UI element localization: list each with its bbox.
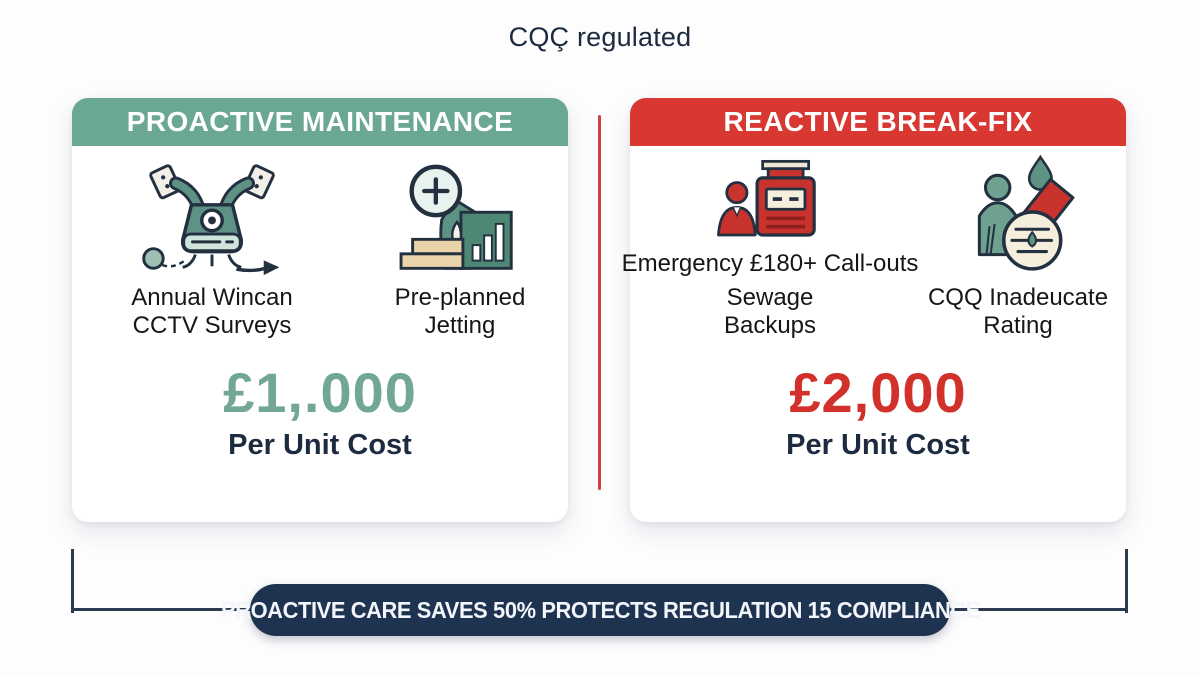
vertical-divider (598, 115, 601, 490)
jetting-plan-icon (397, 150, 523, 278)
inadequate-rating-label: CQQ Inadeucate Rating (927, 284, 1109, 340)
bracket-left-vertical (71, 549, 74, 613)
inadequate-rating-icon (957, 150, 1079, 278)
page-title: CQÇ regulated (508, 22, 692, 52)
reactive-card-header: REACTIVE BREAK-FIX (630, 98, 1126, 146)
savings-banner-text: PROACTIVE CARE SAVES 50% PROTECTS REGULA… (220, 596, 980, 623)
emergency-callout-icon (717, 159, 816, 237)
proactive-card-header: PROACTIVE MAINTENANCE (72, 98, 568, 146)
cctv-surveys-label: Annual Wincan CCTV Surveys (131, 284, 293, 340)
proactive-card-body: Annual Wincan CCTV Surveys (72, 146, 568, 462)
emergency-callouts-label: Emergency £180+ Call-outs (621, 250, 919, 277)
proactive-price: £1,.000 (223, 360, 417, 424)
jetting-label: Pre-planned Jetting (394, 284, 526, 340)
proactive-maintenance-card: PROACTIVE MAINTENANCE (72, 98, 568, 522)
reactive-price-caption: Per Unit Cost (786, 428, 970, 461)
proactive-item-jetting: Pre-planned Jetting (352, 150, 568, 341)
reactive-breakfix-card: REACTIVE BREAK-FIX (622, 98, 1126, 522)
bracket-left-horizontal (71, 608, 253, 611)
bracket-right-horizontal (946, 608, 1128, 611)
reactive-item-rating: CQQ Inadeucate Rating (910, 150, 1126, 341)
reactive-item-emergency: Emergency £180+ Call-outs Sewage Backups (622, 150, 918, 341)
bracket-right-vertical (1125, 549, 1128, 613)
proactive-price-caption: Per Unit Cost (228, 428, 412, 461)
sewage-backups-label: Sewage Backups (723, 284, 817, 340)
reactive-price: £2,000 (789, 360, 967, 424)
proactive-item-cctv: Annual Wincan CCTV Surveys (72, 150, 352, 341)
cctv-crawler-icon (133, 150, 291, 278)
savings-banner: PROACTIVE CARE SAVES 50% PROTECTS REGULA… (221, 584, 980, 636)
reactive-card-body: Emergency £180+ Call-outs Sewage Backups (622, 146, 1126, 462)
